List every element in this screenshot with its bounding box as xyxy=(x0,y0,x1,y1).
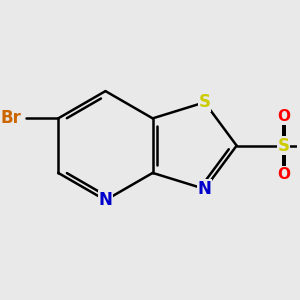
Text: S: S xyxy=(278,136,290,154)
Text: Br: Br xyxy=(1,110,22,128)
Text: O: O xyxy=(277,110,290,124)
Text: O: O xyxy=(277,167,290,182)
Text: N: N xyxy=(98,191,112,209)
Text: N: N xyxy=(198,180,212,198)
Text: S: S xyxy=(199,93,211,111)
